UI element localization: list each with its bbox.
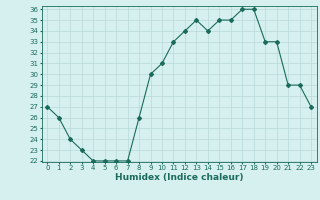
X-axis label: Humidex (Indice chaleur): Humidex (Indice chaleur) — [115, 173, 244, 182]
